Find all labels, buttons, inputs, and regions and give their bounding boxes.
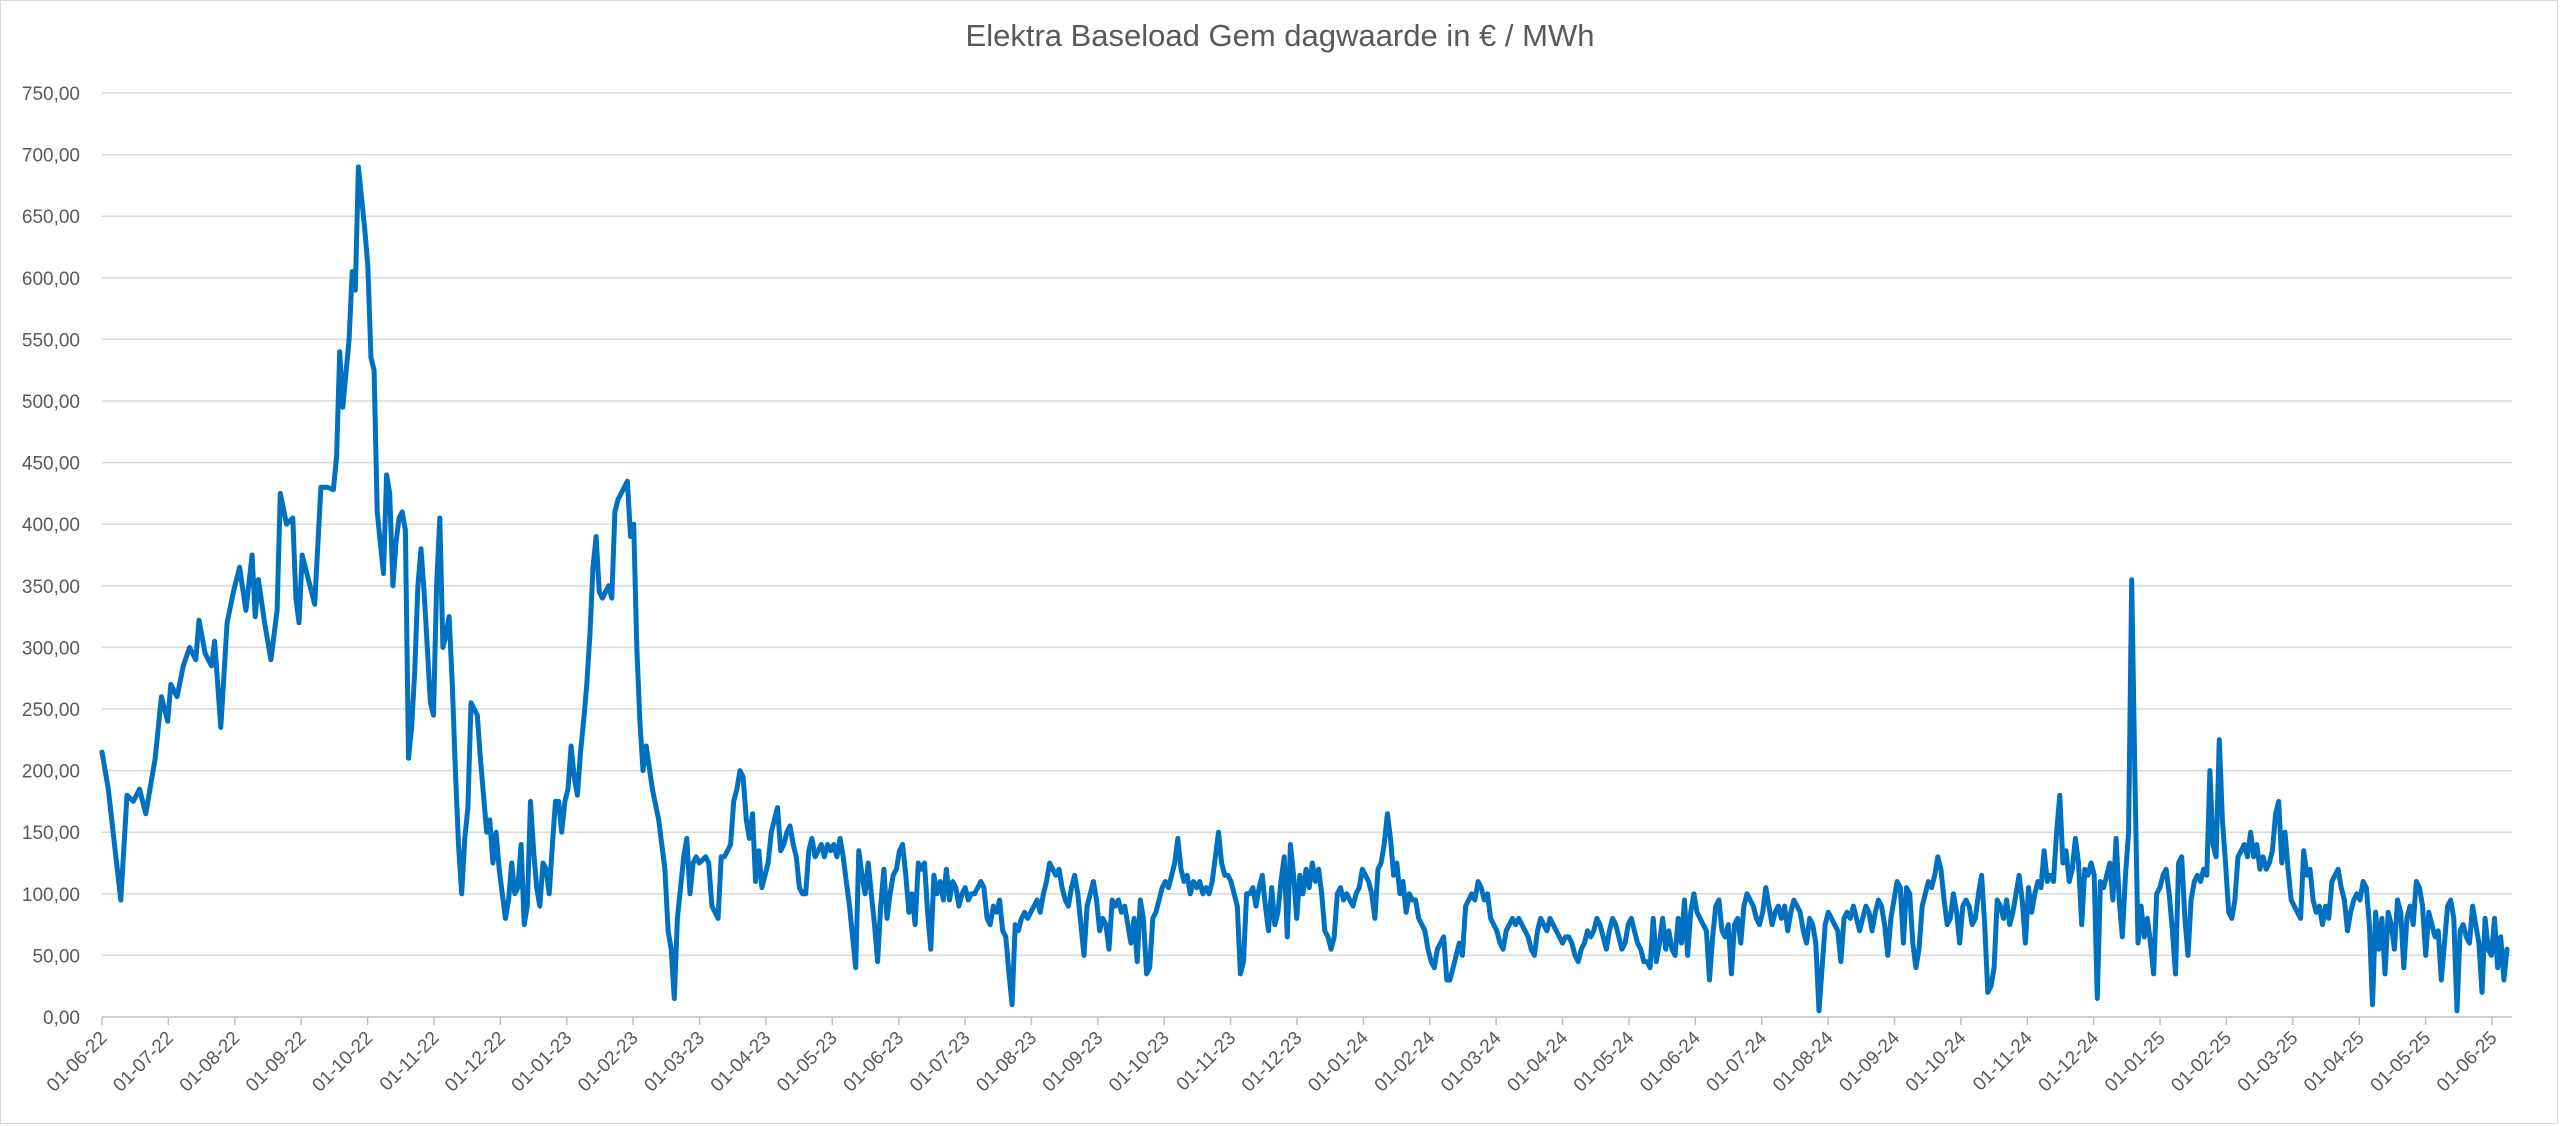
series-layer xyxy=(99,164,2510,1014)
x-tick-label: 01-12-23 xyxy=(1238,1028,1307,1097)
x-tick-label: 01-07-22 xyxy=(109,1028,178,1097)
x-tick-label: 01-04-24 xyxy=(1503,1027,1572,1096)
y-tick-label: 0,00 xyxy=(43,1008,80,1029)
x-tick-label: 01-05-25 xyxy=(2367,1028,2436,1097)
x-tick-label: 01-08-23 xyxy=(972,1028,1041,1097)
y-tick-label: 250,00 xyxy=(22,700,80,721)
x-tick-label: 01-09-24 xyxy=(1835,1027,1904,1096)
x-tick-label: 01-03-25 xyxy=(2234,1028,2303,1097)
y-tick-label: 500,00 xyxy=(22,392,80,413)
x-tick-label: 01-04-25 xyxy=(2300,1028,2369,1097)
x-tick-label: 01-12-24 xyxy=(2035,1027,2104,1096)
x-tick-label: 01-11-24 xyxy=(1969,1027,2037,1095)
x-tick-label: 01-05-24 xyxy=(1570,1027,1639,1096)
x-tick-label: 01-02-23 xyxy=(574,1028,643,1097)
y-tick-label: 300,00 xyxy=(22,638,80,659)
gridlines xyxy=(102,92,2512,1018)
x-tick-label: 01-10-22 xyxy=(308,1028,377,1097)
x-tick-label: 01-10-24 xyxy=(1902,1027,1971,1096)
y-tick-label: 50,00 xyxy=(32,946,80,967)
x-tick-label: 01-08-24 xyxy=(1769,1027,1838,1096)
x-tick-label: 01-03-23 xyxy=(640,1028,709,1097)
x-tick-label: 01-11-22 xyxy=(376,1028,444,1096)
x-tick-label: 01-03-24 xyxy=(1437,1027,1506,1096)
y-tick-label: 450,00 xyxy=(22,454,80,475)
y-axis: 0,00 50,00 100,00 150,00 200,00 250,00 300,00 3… xyxy=(22,84,80,1029)
x-tick-label: 01-07-23 xyxy=(906,1028,975,1097)
x-tick-label: 01-07-24 xyxy=(1703,1027,1772,1096)
x-tick-label: 01-09-23 xyxy=(1039,1028,1108,1097)
y-tick-label: 750,00 xyxy=(22,84,80,105)
x-tick-label: 01-05-23 xyxy=(773,1028,842,1097)
x-tick-label: 01-09-22 xyxy=(242,1028,311,1097)
x-tick-label: 01-04-23 xyxy=(707,1028,776,1097)
chart-title: Elektra Baseload Gem dagwaarde in € / MW… xyxy=(965,18,1595,53)
y-tick-label: 350,00 xyxy=(22,577,80,598)
x-tick-label: 01-08-22 xyxy=(176,1028,245,1097)
x-tick-label: 01-01-25 xyxy=(2101,1028,2170,1097)
y-tick-label: 650,00 xyxy=(22,207,80,228)
x-axis: 01-06-2201-07-2201-08-2201-09-2201-10-22… xyxy=(43,1017,2502,1096)
x-tick-label: 01-02-24 xyxy=(1371,1027,1440,1096)
y-tick-label: 150,00 xyxy=(22,823,80,844)
x-tick-label: 01-06-25 xyxy=(2433,1028,2502,1097)
x-tick-label: 01-12-22 xyxy=(441,1028,510,1097)
x-tick-label: 01-01-23 xyxy=(508,1028,577,1097)
y-tick-label: 200,00 xyxy=(22,762,80,783)
y-tick-label: 700,00 xyxy=(22,146,80,167)
series-line xyxy=(99,164,2510,1014)
x-tick-label: 01-02-25 xyxy=(2167,1028,2236,1097)
x-tick-label: 01-06-24 xyxy=(1636,1027,1705,1096)
x-tick-label: 01-01-24 xyxy=(1304,1027,1373,1096)
x-tick-label: 01-06-22 xyxy=(43,1028,112,1097)
y-tick-label: 100,00 xyxy=(22,885,80,906)
y-tick-label: 400,00 xyxy=(22,515,80,536)
y-tick-label: 600,00 xyxy=(22,269,80,290)
x-tick-label: 01-10-23 xyxy=(1105,1028,1174,1097)
x-tick-label: 01-11-23 xyxy=(1173,1028,1241,1096)
y-tick-label: 550,00 xyxy=(22,330,80,351)
x-tick-label: 01-06-23 xyxy=(840,1028,909,1097)
